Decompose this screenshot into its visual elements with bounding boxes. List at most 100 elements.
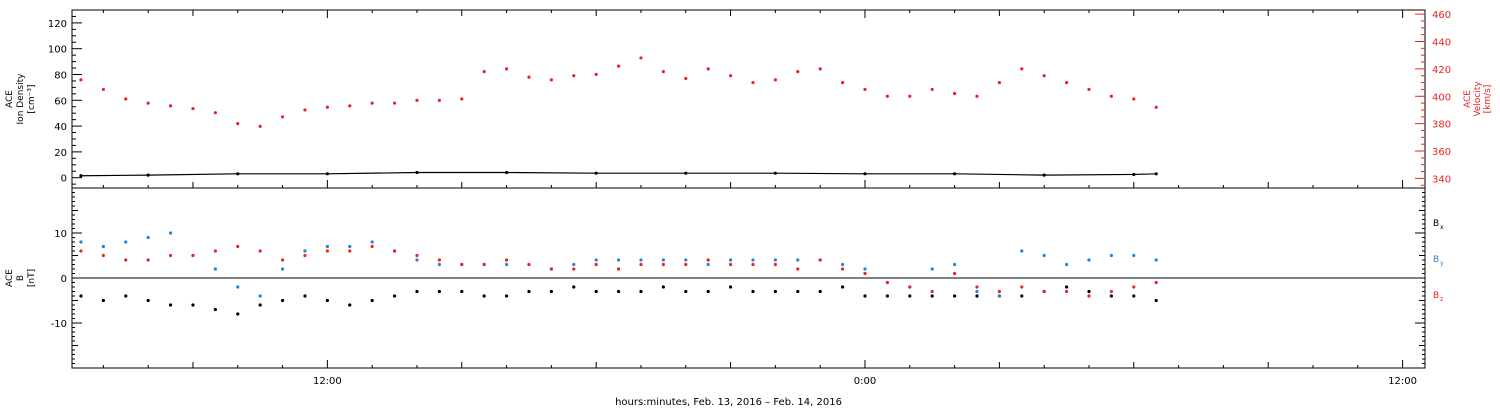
data-point-velocity: [796, 70, 800, 74]
data-point-bx: [213, 307, 217, 312]
data-point-by: [751, 258, 755, 262]
left-axis-label: [cm⁻³]: [27, 84, 37, 113]
data-point-bz: [258, 249, 262, 253]
data-point-by: [975, 289, 979, 294]
data-point-bx: [818, 289, 822, 294]
data-point-bz: [616, 267, 621, 271]
data-point-velocity: [348, 104, 352, 108]
data-point-velocity: [930, 87, 934, 92]
data-point-velocity: [728, 74, 733, 78]
data-point-bz: [348, 249, 352, 253]
data-point-bx: [1064, 285, 1069, 289]
left-tick-label: 20: [54, 148, 67, 159]
left-tick-label: 60: [54, 96, 67, 107]
data-point-by: [124, 240, 128, 244]
data-point-velocity: [370, 101, 374, 105]
data-point-bx: [482, 294, 486, 298]
data-point-bx: [594, 289, 598, 294]
data-point-bx: [728, 285, 733, 289]
data-point-bx: [796, 289, 800, 294]
data-point-by: [728, 258, 733, 262]
data-point-by: [930, 267, 934, 271]
data-point-velocity: [908, 94, 912, 98]
data-point-by: [348, 244, 352, 249]
data-point-velocity: [661, 70, 665, 74]
legend-label: B: [1433, 219, 1439, 229]
data-point-by: [572, 262, 576, 267]
data-point-velocity: [863, 87, 867, 92]
data-point-bz: [639, 262, 643, 267]
right-tick-label: 440: [1432, 37, 1451, 48]
right-tick-label: 380: [1432, 120, 1451, 131]
data-point-velocity: [460, 97, 464, 101]
data-point-velocity: [952, 91, 957, 96]
data-point-bz: [1064, 289, 1069, 294]
data-point-bz: [1132, 285, 1136, 289]
data-point-bz: [415, 253, 419, 258]
data-point-by: [325, 244, 329, 249]
data-point-velocity: [639, 56, 643, 60]
x-tick-label: 12:00: [313, 376, 342, 387]
data-point-bx: [258, 303, 262, 307]
left-tick-label: 40: [54, 122, 67, 133]
data-point-bz: [1154, 280, 1158, 285]
b-tick-label: 10: [54, 229, 67, 240]
data-point-by: [840, 262, 845, 267]
data-point-bx: [101, 298, 105, 303]
data-point-velocity: [482, 70, 486, 74]
x-axis-label: hours:minutes, Feb. 13, 2016 – Feb. 14, …: [615, 397, 842, 408]
data-point-velocity: [258, 124, 262, 128]
data-point-bx: [146, 298, 150, 303]
data-point-by: [796, 258, 800, 262]
data-point-bx: [236, 312, 240, 316]
data-point-bx: [908, 294, 912, 298]
data-point-bz: [437, 258, 441, 262]
data-point-by: [213, 267, 217, 271]
data-point-velocity: [527, 75, 531, 79]
data-point-bz: [549, 267, 553, 271]
data-point-bz: [661, 262, 665, 267]
data-point-bx: [370, 298, 374, 303]
data-point-velocity: [616, 64, 621, 68]
data-point-by: [706, 262, 710, 267]
right-tick-label: 340: [1432, 174, 1451, 185]
data-point-bz: [213, 249, 217, 253]
left-tick-label: 120: [48, 19, 67, 30]
data-point-by: [79, 240, 83, 244]
data-point-bz: [796, 267, 800, 271]
data-point-bx: [1020, 294, 1024, 298]
data-point-bz: [930, 289, 934, 294]
data-point-bz: [572, 267, 576, 271]
data-point-bz: [527, 262, 531, 267]
data-point-velocity: [280, 115, 285, 119]
data-point-velocity: [437, 98, 441, 102]
data-point-velocity: [997, 80, 1001, 85]
data-point-bz: [594, 262, 598, 267]
data-point-velocity: [303, 108, 307, 112]
data-point-by: [1042, 253, 1046, 258]
data-point-bz: [773, 262, 777, 267]
x-tick-label: 0:00: [854, 376, 876, 387]
data-point-bx: [1109, 294, 1113, 298]
data-point-by: [258, 294, 262, 298]
data-point-velocity: [415, 98, 419, 102]
b-axis-label: [nT]: [27, 269, 37, 287]
data-point-by: [1064, 262, 1069, 267]
data-point-velocity: [706, 67, 710, 71]
data-point-bx: [975, 294, 979, 298]
data-point-velocity: [504, 67, 509, 71]
data-point-velocity: [1132, 97, 1136, 101]
x-tick-label: 12:00: [1388, 376, 1417, 387]
data-point-bz: [191, 253, 195, 258]
data-point-bz: [146, 258, 150, 262]
data-point-by: [1109, 253, 1113, 258]
data-point-velocity: [124, 97, 128, 101]
data-point-bx: [840, 285, 845, 289]
right-tick-label: 360: [1432, 147, 1451, 158]
data-point-bz: [79, 249, 83, 253]
data-point-bz: [818, 258, 822, 262]
data-point-by: [952, 262, 957, 267]
right-axis-label: Velocity: [1473, 81, 1483, 117]
data-point-bx: [930, 294, 934, 298]
